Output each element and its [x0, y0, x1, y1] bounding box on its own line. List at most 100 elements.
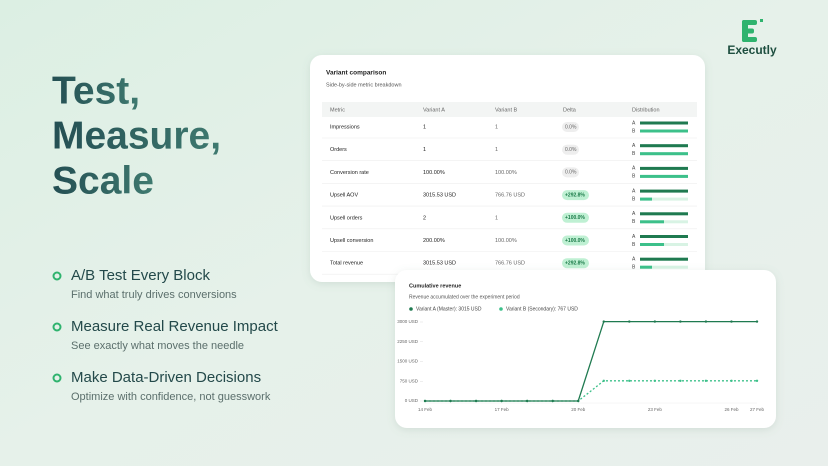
table-title: Variant comparison — [326, 70, 386, 77]
chart-title: Cumulative revenue — [409, 283, 461, 289]
series-point — [551, 399, 554, 403]
feature-title: Measure Real Revenue Impact — [71, 318, 279, 335]
delta: +100.0% — [565, 215, 585, 221]
series-line — [425, 320, 757, 402]
series-point — [755, 379, 759, 383]
distribution-bar — [640, 235, 688, 238]
bar-label: B — [632, 151, 636, 157]
delta-pill — [562, 258, 589, 269]
distribution-bar — [640, 174, 688, 178]
distribution-bar — [640, 257, 688, 261]
variant-a: 200.00% — [423, 238, 445, 244]
delta: 0.0% — [565, 124, 577, 130]
y-tick-label: 0 USD — [405, 398, 419, 403]
series-point — [653, 320, 657, 323]
bar-label: A — [632, 143, 636, 149]
y-tick-label: 750 USD — [400, 378, 419, 383]
distribution-bar — [640, 144, 688, 148]
variant-b: 766.76 USD — [495, 193, 525, 199]
series-point — [679, 379, 682, 383]
series-point — [500, 399, 503, 403]
column-header: Delta — [563, 107, 577, 113]
column-header: Variant A — [423, 107, 445, 113]
column-header: Variant B — [495, 107, 518, 113]
feature-icon — [52, 271, 62, 281]
metric: Total revenue — [330, 261, 363, 267]
bar-label: A — [632, 188, 636, 194]
series-point — [704, 379, 708, 383]
series-point — [602, 320, 605, 323]
distribution-bar — [640, 212, 688, 216]
y-tick-label: 2250 USD — [397, 339, 419, 344]
series-point — [653, 379, 657, 383]
y-tick-label: 3000 USD — [397, 319, 419, 324]
feature-title: Make Data-Driven Decisions — [71, 369, 261, 386]
variant-a: 1 — [423, 124, 426, 130]
hero: Test,Measure,Scale A/B Test Every Block Fi… — [52, 69, 279, 403]
variant-b: 766.76 USD — [495, 261, 525, 267]
distribution-track — [640, 197, 688, 201]
delta-pill — [562, 167, 579, 178]
x-tick-label: 14 Feb — [418, 407, 433, 412]
x-tick-label: 17 Feb — [495, 407, 510, 412]
feature-icon — [52, 322, 62, 332]
series-point — [730, 379, 733, 383]
delta: 0.0% — [565, 147, 577, 153]
distribution-bar — [640, 197, 652, 201]
delta: +100.0% — [565, 238, 585, 244]
x-tick-label: 26 Feb — [724, 407, 739, 412]
table: Variant comparison Side-by-side metric br… — [322, 70, 697, 275]
distribution-bar — [640, 189, 688, 193]
variant-a: 3015.53 USD — [423, 261, 456, 267]
y-tick-label: 1500 USD — [397, 359, 419, 364]
chart-card — [395, 270, 776, 428]
variant-b: 1 — [495, 147, 498, 153]
bar-label: A — [632, 166, 636, 172]
brand: Executly — [727, 43, 777, 57]
feature-title: A/B Test Every Block — [71, 267, 210, 284]
distribution-bar — [640, 152, 688, 156]
delta: 0.0% — [565, 170, 577, 176]
variant-b: 1 — [495, 124, 498, 130]
chart: Cumulative revenue Revenue accumulated ov… — [397, 283, 764, 412]
bar-label: B — [632, 219, 636, 225]
delta-pill — [562, 122, 579, 132]
column-header: Distribution — [632, 107, 660, 113]
legend-marker — [409, 307, 413, 311]
bar-label: B — [632, 174, 636, 180]
delta: +292.8% — [565, 192, 585, 198]
variant-a: 1 — [423, 147, 426, 153]
bar-label: A — [632, 257, 636, 263]
variant-b: 100.00% — [495, 170, 517, 176]
headline-line: Test, — [52, 69, 140, 112]
headline-line: Measure, — [52, 114, 221, 157]
table-header-bg — [322, 102, 697, 117]
variant-b: 1 — [495, 215, 498, 221]
metric: Conversion rate — [330, 170, 369, 176]
series-point — [474, 399, 478, 403]
delta-pill — [562, 212, 589, 223]
x-tick-label: 27 Feb — [750, 407, 765, 412]
distribution-bar — [640, 121, 688, 125]
distribution-bar — [640, 265, 652, 269]
bar-label: B — [632, 128, 636, 134]
variant-b: 100.00% — [495, 238, 517, 244]
table-subtitle: Side-by-side metric breakdown — [326, 82, 402, 88]
legend-marker — [499, 307, 503, 311]
variant-a: 3015.53 USD — [423, 193, 456, 199]
metric: Upsell AOV — [330, 193, 358, 199]
legend-label: Variant A (Master): 3015 USD — [416, 306, 482, 312]
delta-pill — [562, 235, 589, 246]
column-header: Metric — [330, 107, 345, 113]
series-point — [423, 399, 427, 403]
series-point — [602, 379, 605, 383]
delta-pill — [562, 144, 579, 155]
metric: Impressions — [330, 124, 360, 130]
series-point — [679, 320, 682, 323]
feature-text: See exactly what moves the needle — [71, 340, 244, 352]
bar-label: A — [632, 211, 636, 217]
variant-a: 2 — [423, 215, 426, 221]
